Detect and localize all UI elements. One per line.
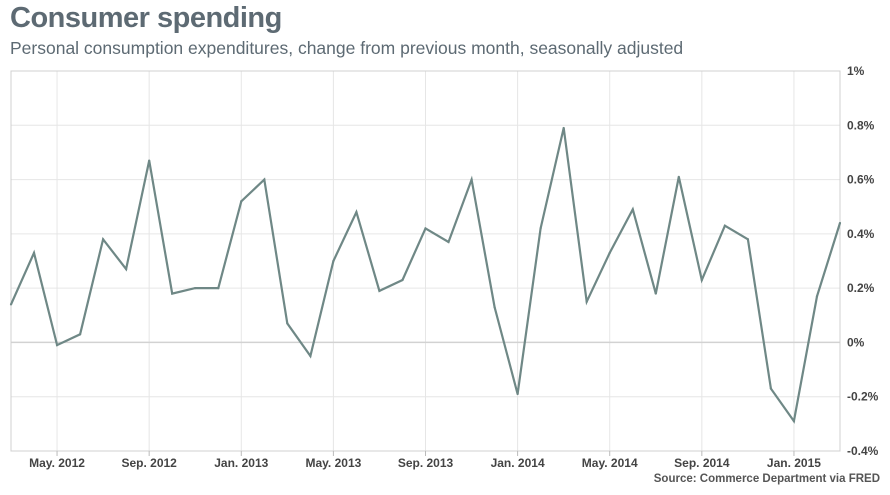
- data-point: [171, 292, 174, 295]
- x-tick-label: Jan. 2014: [491, 456, 545, 470]
- x-tick-label: Jan. 2015: [767, 456, 821, 470]
- y-tick-label: 1%: [847, 64, 865, 78]
- data-point: [240, 200, 243, 203]
- source-note: Source: Commerce Department via FRED: [653, 473, 880, 485]
- y-tick-label: 0.2%: [847, 281, 875, 295]
- vertical-gridlines: [56, 71, 795, 451]
- data-point: [562, 126, 565, 130]
- data-point: [792, 420, 796, 423]
- data-point: [447, 240, 450, 244]
- y-tick-label: 0.8%: [847, 118, 875, 132]
- data-point: [493, 306, 496, 309]
- data-point: [355, 211, 358, 214]
- data-point: [102, 238, 105, 241]
- data-point: [654, 292, 657, 295]
- series-layer: [9, 126, 842, 424]
- data-point: [309, 354, 312, 358]
- data-point: [263, 178, 266, 181]
- chart-subtitle: Personal consumption expenditures, chang…: [10, 38, 684, 58]
- data-point: [148, 159, 151, 162]
- data-point: [838, 221, 842, 225]
- data-point: [32, 251, 36, 254]
- data-point: [332, 259, 335, 263]
- data-point: [424, 227, 427, 230]
- y-tick-label: -0.4%: [847, 444, 879, 458]
- x-tick-label: May. 2012: [29, 456, 85, 470]
- data-point: [194, 287, 197, 290]
- data-point: [378, 289, 381, 292]
- data-point: [470, 178, 473, 181]
- data-point: [585, 300, 588, 303]
- x-tick-label: Sep. 2013: [398, 456, 454, 470]
- data-point: [55, 344, 59, 347]
- y-tick-label: 0.4%: [847, 227, 875, 241]
- data-point: [815, 295, 819, 298]
- x-axis-ticks: May. 2012 Sep. 2012 Jan. 2013 May. 2013 Sep.…: [29, 451, 821, 470]
- x-tick-label: May. 2014: [582, 456, 638, 470]
- data-point: [217, 287, 220, 290]
- x-tick-label: May. 2013: [305, 456, 361, 470]
- y-tick-label: 0%: [847, 335, 865, 349]
- data-point: [516, 392, 519, 396]
- data-point: [125, 268, 128, 271]
- data-point: [677, 175, 680, 178]
- data-point: [746, 238, 749, 241]
- y-tick-label: 0.6%: [847, 173, 875, 187]
- chart-title: Consumer spending: [10, 2, 282, 34]
- data-point: [769, 387, 773, 390]
- y-tick-label: -0.2%: [847, 390, 879, 404]
- data-point: [286, 322, 289, 325]
- data-point: [631, 208, 634, 211]
- x-tick-label: Sep. 2012: [121, 456, 177, 470]
- data-point: [723, 224, 726, 227]
- data-point: [78, 333, 82, 336]
- data-point: [9, 303, 13, 306]
- y-axis-ticks: -0.4% -0.2% 0% 0.2% 0.4% 0.6% 0.8% 1%: [847, 64, 879, 458]
- data-point: [608, 251, 611, 254]
- data-point: [539, 227, 542, 230]
- x-tick-label: Jan. 2013: [214, 456, 268, 470]
- data-point: [700, 278, 703, 282]
- x-tick-label: Sep. 2014: [674, 456, 730, 470]
- data-point: [401, 278, 404, 282]
